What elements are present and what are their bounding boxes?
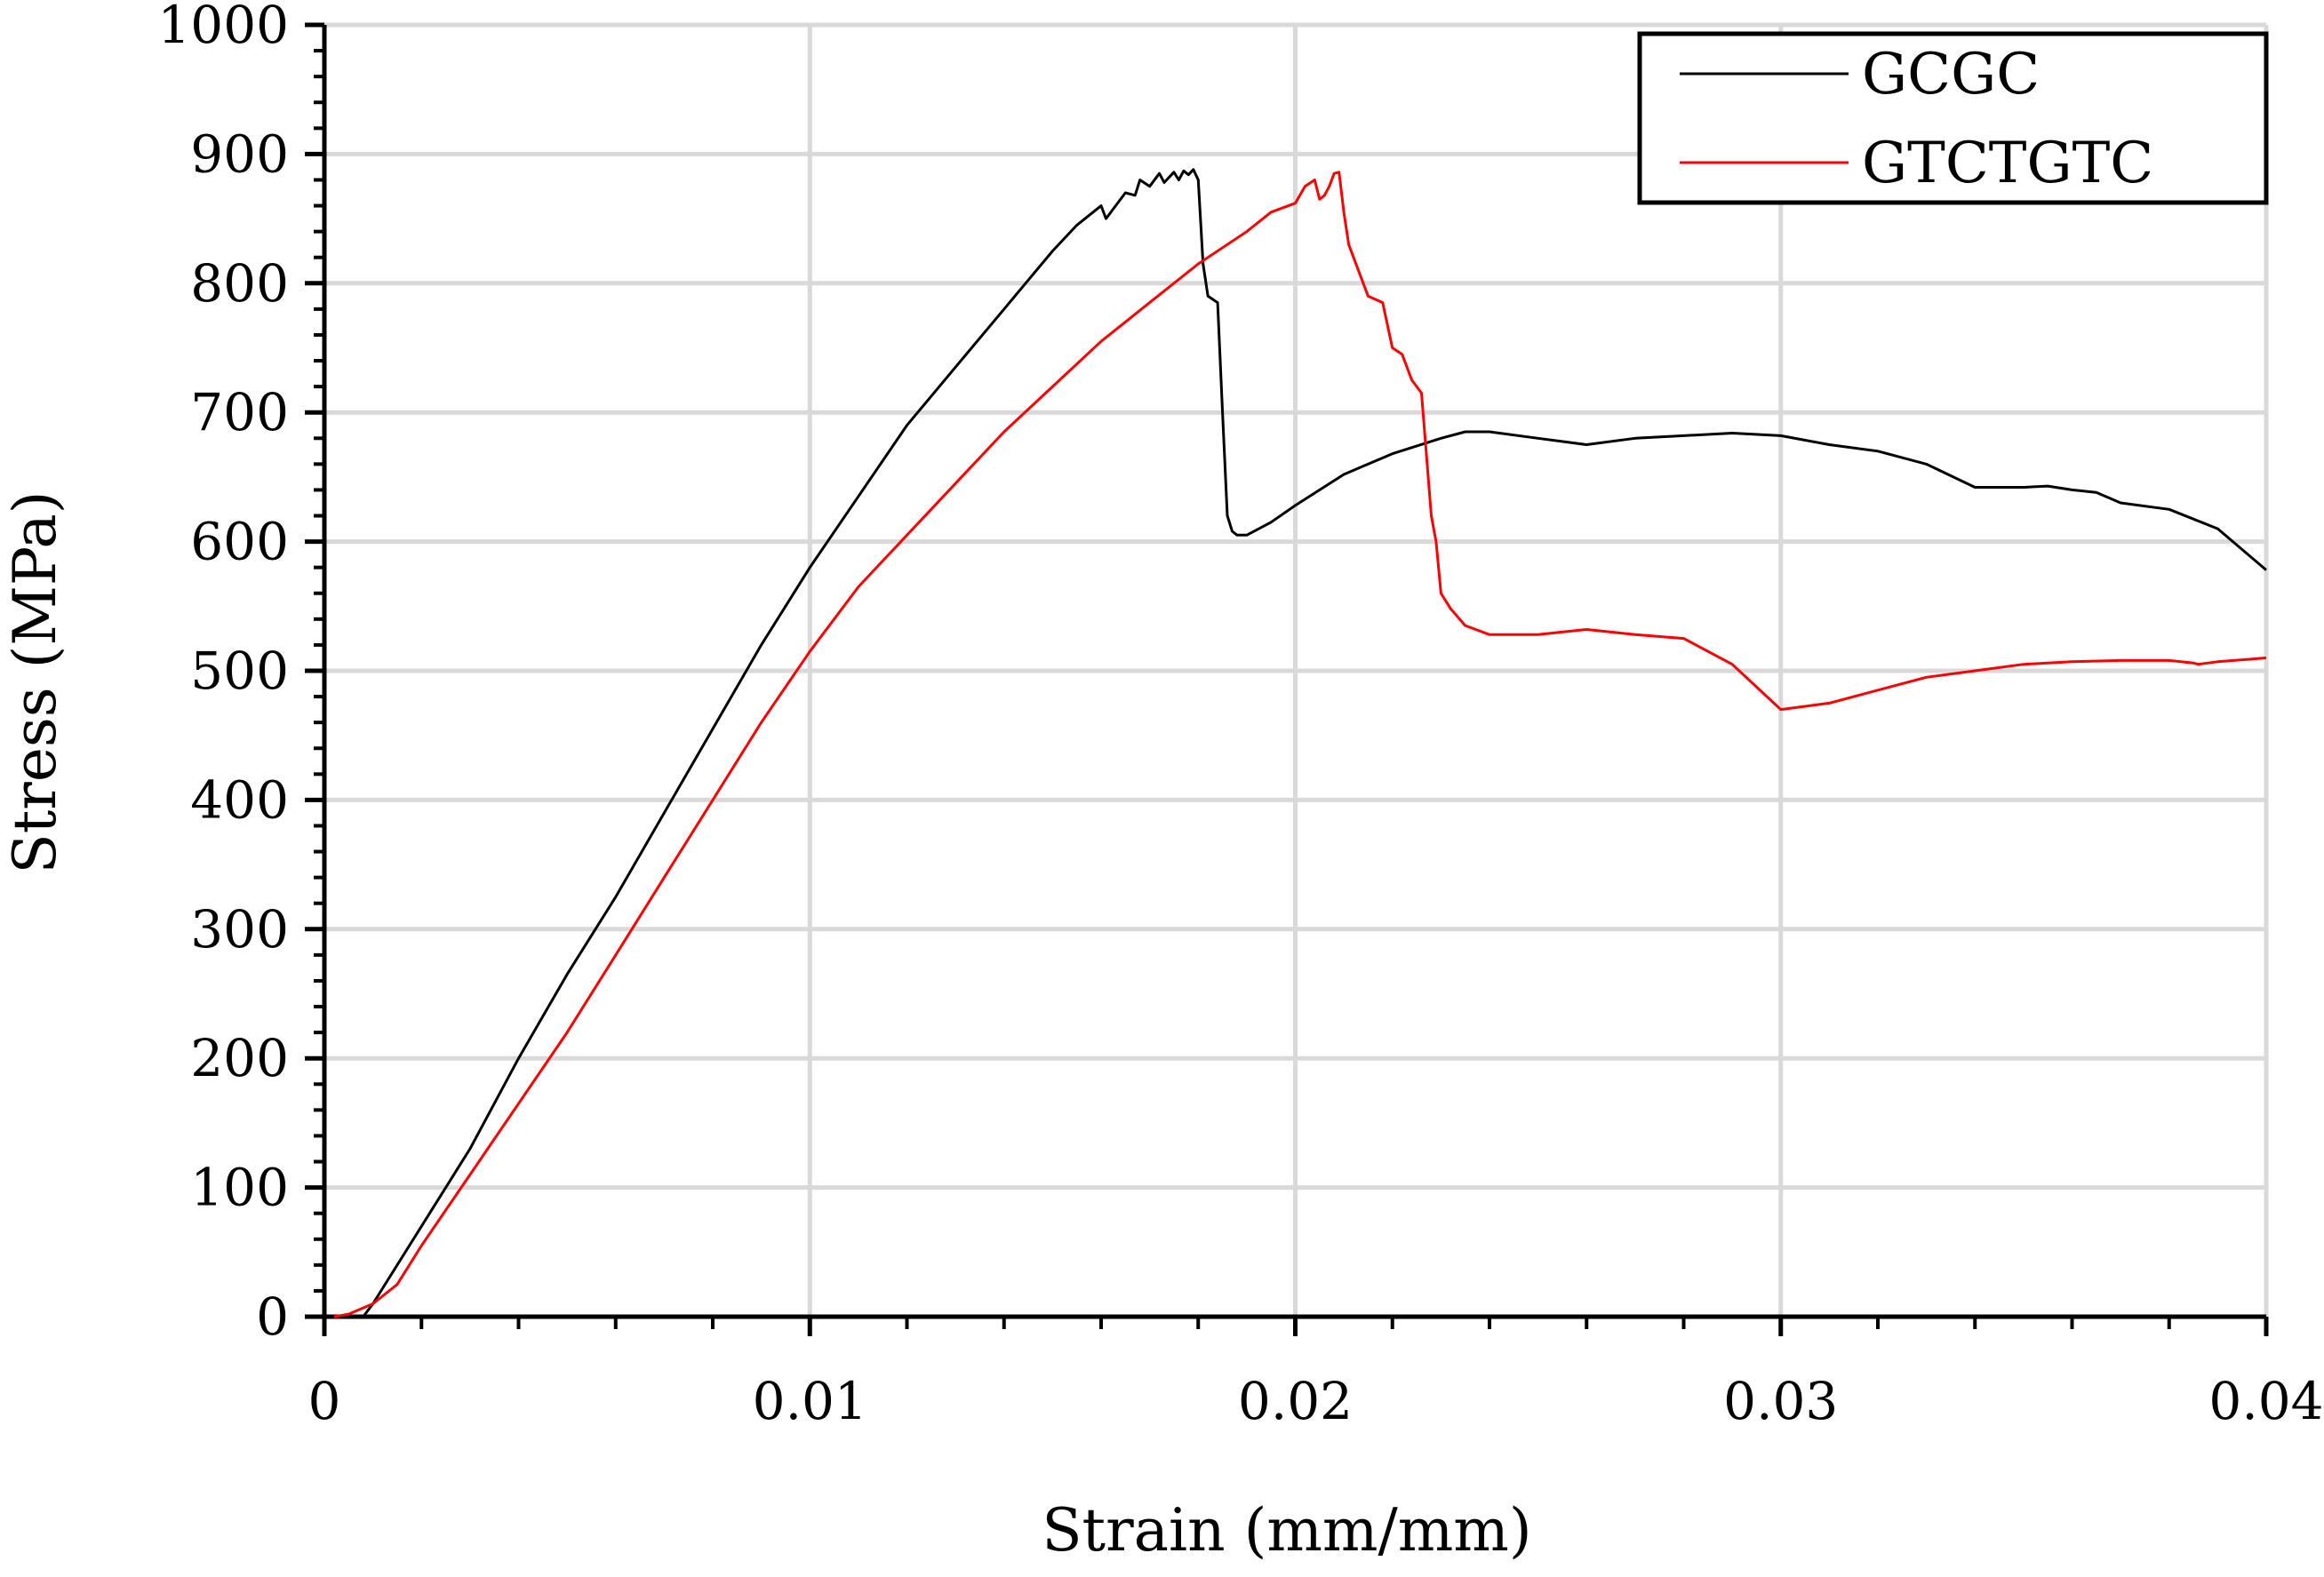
- legend-label-gtctgtc: GTCTGTC: [1862, 131, 2153, 196]
- y-tick-label: 1000: [157, 0, 289, 55]
- x-tick-label: 0.01: [753, 1371, 867, 1431]
- x-tick-label: 0: [308, 1371, 341, 1431]
- y-tick-label: 300: [190, 899, 289, 960]
- y-tick-label: 0: [256, 1286, 289, 1347]
- y-tick-label: 700: [190, 382, 289, 442]
- legend-box: [1637, 31, 2269, 205]
- x-tick-label: 0.02: [1238, 1371, 1353, 1431]
- axes: [305, 22, 2269, 1336]
- y-tick-labels: 0 100 200 300 400 500 600 700 800 900 1000: [157, 0, 289, 1347]
- legend-label-gcgc: GCGC: [1862, 42, 2040, 108]
- legend: GCGC GTCTGTC: [1637, 31, 2269, 205]
- series-line-gtctgtc: [333, 171, 2267, 1318]
- y-tick-label: 200: [190, 1028, 289, 1088]
- series-line-gcgc: [339, 168, 2267, 1318]
- y-tick-label: 600: [190, 512, 289, 572]
- x-tick-labels: 0 0.01 0.02 0.03 0.04: [308, 1371, 2324, 1431]
- x-axis-title: Strain (mm/mm): [1042, 1496, 1531, 1565]
- y-axis-title: Stress (MPa): [1, 491, 69, 874]
- y-tick-label: 100: [190, 1158, 289, 1218]
- y-tick-label: 800: [190, 253, 289, 314]
- series-lines: [333, 168, 2267, 1318]
- x-tick-label: 0.04: [2208, 1371, 2323, 1431]
- y-tick-label: 900: [190, 123, 289, 184]
- y-tick-label: 500: [190, 641, 289, 701]
- grid-lines: [324, 22, 2269, 1317]
- y-tick-label: 400: [190, 769, 289, 830]
- x-tick-label: 0.03: [1723, 1371, 1838, 1431]
